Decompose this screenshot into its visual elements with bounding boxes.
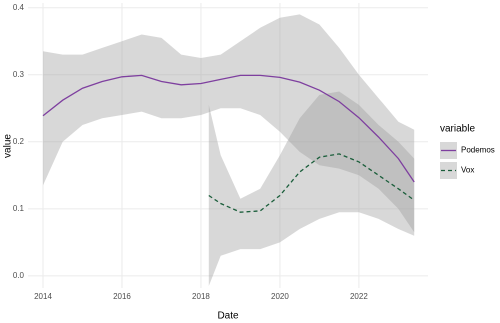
x-tick-label: 2014 (34, 292, 52, 301)
legend-label: Vox (461, 166, 474, 175)
y-tick-label: 0.1 (13, 204, 25, 213)
x-axis-title: Date (217, 311, 239, 322)
y-tick-label: 0.0 (13, 271, 25, 280)
y-axis-title: value (3, 134, 14, 158)
x-tick-label: 2016 (113, 292, 131, 301)
x-tick-label: 2018 (192, 292, 210, 301)
confidence-band (43, 14, 415, 233)
x-tick-label: 2022 (350, 292, 368, 301)
confidence-band (208, 91, 415, 286)
y-tick-label: 0.2 (13, 137, 25, 146)
legend-label: Podemos (461, 146, 495, 155)
y-tick-label: 0.4 (13, 3, 25, 12)
y-tick-label: 0.3 (13, 70, 25, 79)
x-tick-label: 2020 (271, 292, 289, 301)
line (208, 153, 415, 213)
line (42, 74, 415, 183)
legend-title: variable (440, 124, 475, 135)
